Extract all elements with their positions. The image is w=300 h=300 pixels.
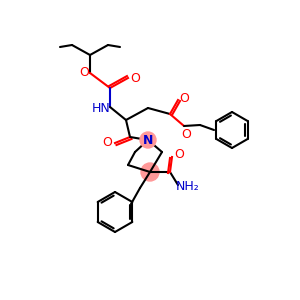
Circle shape	[141, 163, 159, 181]
Text: O: O	[181, 128, 191, 140]
Text: N: N	[143, 134, 153, 146]
Text: O: O	[102, 136, 112, 149]
Text: HN: HN	[92, 103, 110, 116]
Text: O: O	[130, 71, 140, 85]
Text: O: O	[179, 92, 189, 104]
Text: O: O	[174, 148, 184, 160]
Text: O: O	[79, 67, 89, 80]
Circle shape	[140, 132, 156, 148]
Text: NH₂: NH₂	[176, 181, 200, 194]
